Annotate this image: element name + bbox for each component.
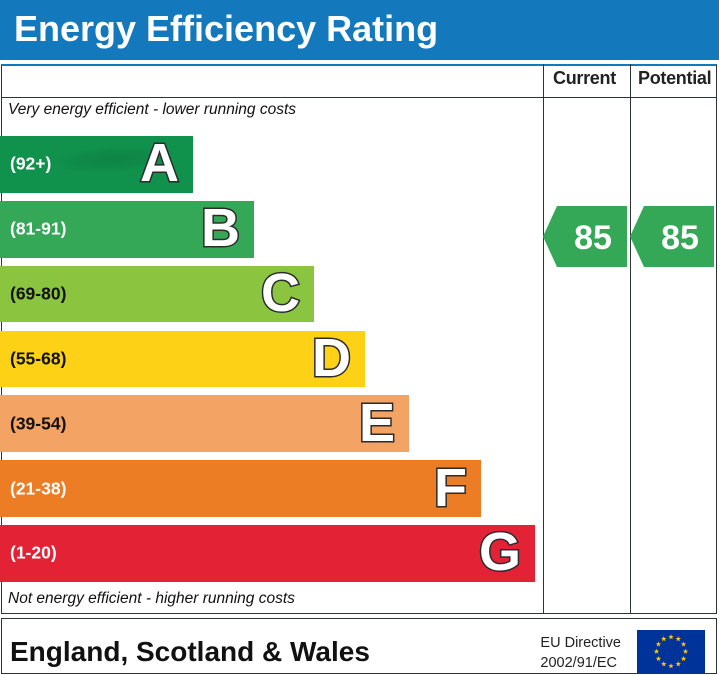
svg-text:85: 85 <box>574 219 612 257</box>
svg-text:85: 85 <box>661 219 699 257</box>
